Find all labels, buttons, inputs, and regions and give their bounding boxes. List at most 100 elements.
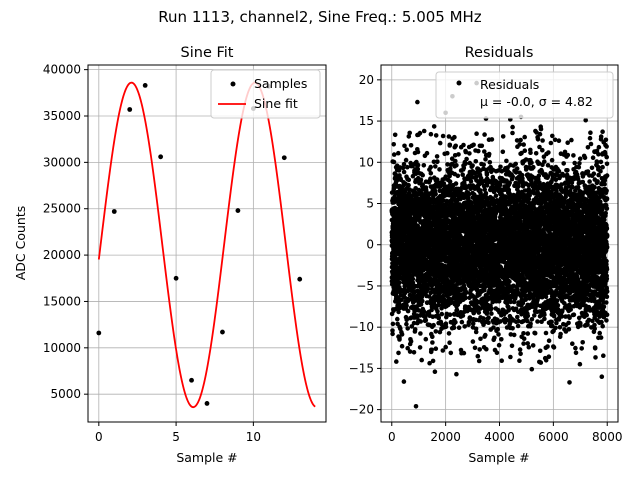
sample-point [158,154,164,160]
residual-point [447,340,452,346]
residual-point [433,346,439,352]
residual-point [448,166,453,171]
residual-point [391,159,397,165]
residual-point [391,152,397,157]
residual-point [448,350,454,356]
sine-fit-xtick-label: 5 [172,430,180,444]
sine-fit-ytick-label: 25000 [43,202,81,216]
residual-point [468,179,474,184]
sample-point [96,330,102,336]
residual-point [399,297,404,303]
residual-point [446,331,452,336]
residual-point [493,193,499,198]
residual-point [445,150,450,156]
sine-fit-ticks: 0 5 10500010000150002000025000300003500040… [43,63,261,444]
sine-fit-xtick-label: 0 [95,430,103,444]
residual-point [521,336,527,342]
residual-point [431,124,437,129]
residual-point [431,322,436,328]
residual-point [489,311,494,316]
residual-point [516,183,521,189]
residual-point [428,164,434,170]
residual-point [487,160,493,165]
residual-point [419,357,425,363]
residual-point [418,331,423,336]
sample-point [220,329,225,335]
residual-point [396,309,401,315]
sample-point [173,275,179,281]
residual-point [407,130,413,136]
residual-point [435,159,440,164]
residual-point [440,133,446,139]
sine-fit-ytick-label: 35000 [43,109,81,123]
residual-point [436,315,442,321]
residual-point [421,163,427,168]
residual-point [517,347,523,352]
residual-point [494,350,500,356]
residual-point [470,163,475,168]
residual-point [447,142,453,148]
residual-point [428,131,434,137]
residual-point [420,172,426,178]
residual-point [496,332,501,337]
residual-point [461,350,467,356]
residual-point [418,319,424,324]
sine-fit-ytick-label: 40000 [43,63,81,77]
residual-point [417,130,423,136]
residual-point [500,149,506,155]
residual-point [397,305,403,311]
residuals-title: Residuals [465,45,534,61]
sine-fit-ytick-label: 15000 [43,294,81,308]
residual-point [509,343,515,349]
residual-point [405,308,411,314]
residual-point [459,319,465,325]
residual-point [496,342,502,348]
residual-point [500,134,506,139]
residual-point [499,358,505,364]
residual-point [408,339,414,344]
residual-point [410,280,416,286]
residual-point [452,134,457,140]
residual-point [404,321,409,327]
residuals-axes: Residuals 0 2000 4000 6000 8000−20−15−10−505… [349,45,623,465]
residual-point [405,345,411,351]
residual-point [453,181,459,186]
residuals-plot-area [389,80,610,409]
residual-point [456,325,462,331]
sample-point [127,107,133,112]
residual-point [484,346,489,352]
residual-point [396,350,401,356]
legend-sine-fit-label: Sine fit [254,96,298,111]
residual-point [433,329,439,334]
residual-point [471,142,476,148]
residual-point [515,314,520,320]
sine-fit-ytick-label: 5000 [50,387,81,401]
residual-point [424,150,430,156]
sample-point [111,209,117,214]
residual-point [406,177,412,183]
residual-point [483,191,489,196]
residual-point [428,176,433,181]
residual-point [489,306,494,311]
residual-point [479,143,485,149]
residual-point [489,137,495,142]
residual-point [463,161,469,166]
residual-point [429,347,435,353]
residual-point [454,307,460,313]
residual-point [395,316,400,322]
sample-point [142,83,148,88]
residual-point [417,345,423,350]
residual-point [437,167,442,172]
residual-point [390,331,395,337]
residual-point [473,329,479,335]
residual-point [391,142,397,147]
residual-point [433,191,438,197]
residual-point [506,306,512,312]
residual-point [510,124,515,130]
residual-point [404,303,409,309]
sine-fit-title: Sine Fit [181,45,234,61]
residual-point [453,320,458,325]
residual-point [499,337,504,342]
residual-point [420,298,425,304]
